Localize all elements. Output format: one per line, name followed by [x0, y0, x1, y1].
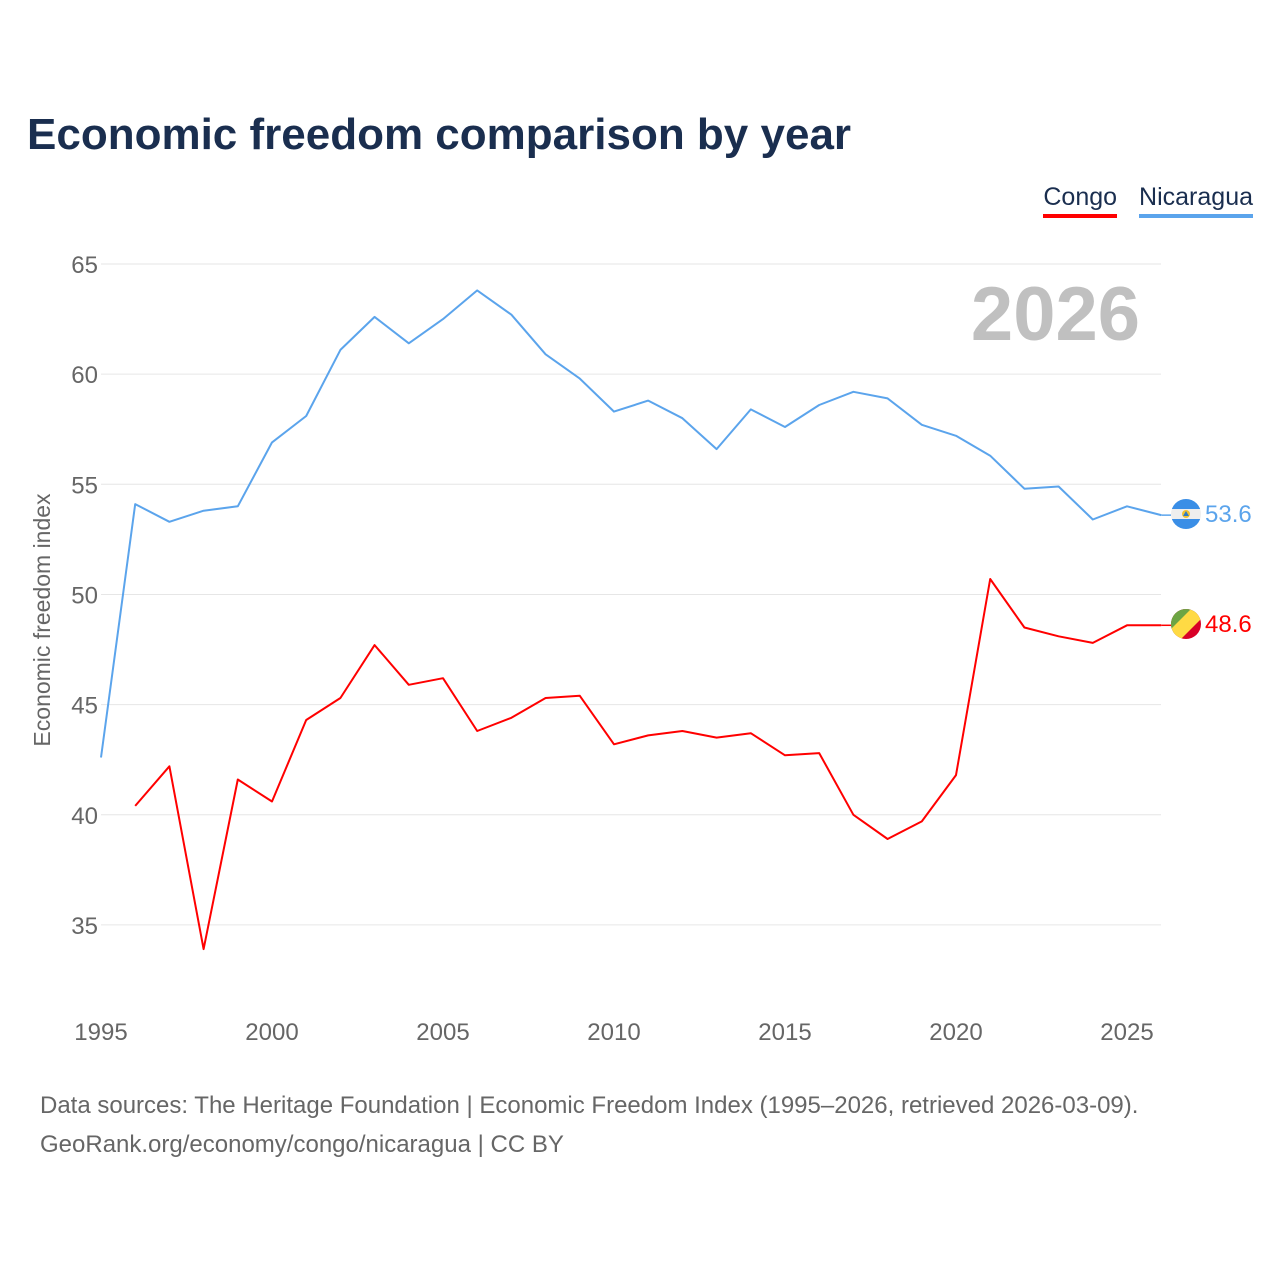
series-line-congo: [134, 578, 1162, 951]
current-year-label: 2026: [971, 272, 1140, 357]
y-tick-label: 55: [71, 472, 98, 499]
y-tick-label: 65: [71, 252, 98, 279]
congo-end-value: 48.6: [1205, 611, 1252, 638]
y-tick-label: 60: [71, 362, 98, 389]
data-source-note: Data sources: The Heritage Foundation | …: [40, 1092, 1139, 1119]
congo-flag-icon: [1171, 609, 1201, 639]
x-tick-label: 2015: [758, 1019, 811, 1046]
series-line-nicaragua: [100, 289, 1162, 758]
chart-title: Economic freedom comparison by year: [27, 110, 852, 159]
y-tick-label: 45: [71, 693, 98, 720]
x-tick-label: 1995: [74, 1019, 127, 1046]
legend-item-congo[interactable]: Congo: [1043, 183, 1118, 218]
y-tick-label: 40: [71, 803, 98, 830]
x-tick-label: 2025: [1100, 1019, 1153, 1046]
x-tick-label: 2010: [587, 1019, 640, 1046]
legend: Congo Nicaragua: [1043, 183, 1253, 218]
y-tick-label: 50: [71, 582, 98, 609]
x-tick-label: 2005: [416, 1019, 469, 1046]
nicaragua-end-value: 53.6: [1205, 501, 1252, 528]
footer: Data sources: The Heritage Foundation | …: [40, 1086, 1138, 1164]
source-link[interactable]: GeoRank.org/economy/congo/nicaragua | CC…: [40, 1131, 564, 1158]
nicaragua-flag-icon: [1171, 499, 1201, 529]
y-tick-label: 35: [71, 913, 98, 940]
y-axis-label: Economic freedom index: [29, 493, 55, 747]
x-tick-label: 2020: [929, 1019, 982, 1046]
legend-item-nicaragua[interactable]: Nicaragua: [1139, 183, 1253, 218]
x-tick-label: 2000: [245, 1019, 298, 1046]
